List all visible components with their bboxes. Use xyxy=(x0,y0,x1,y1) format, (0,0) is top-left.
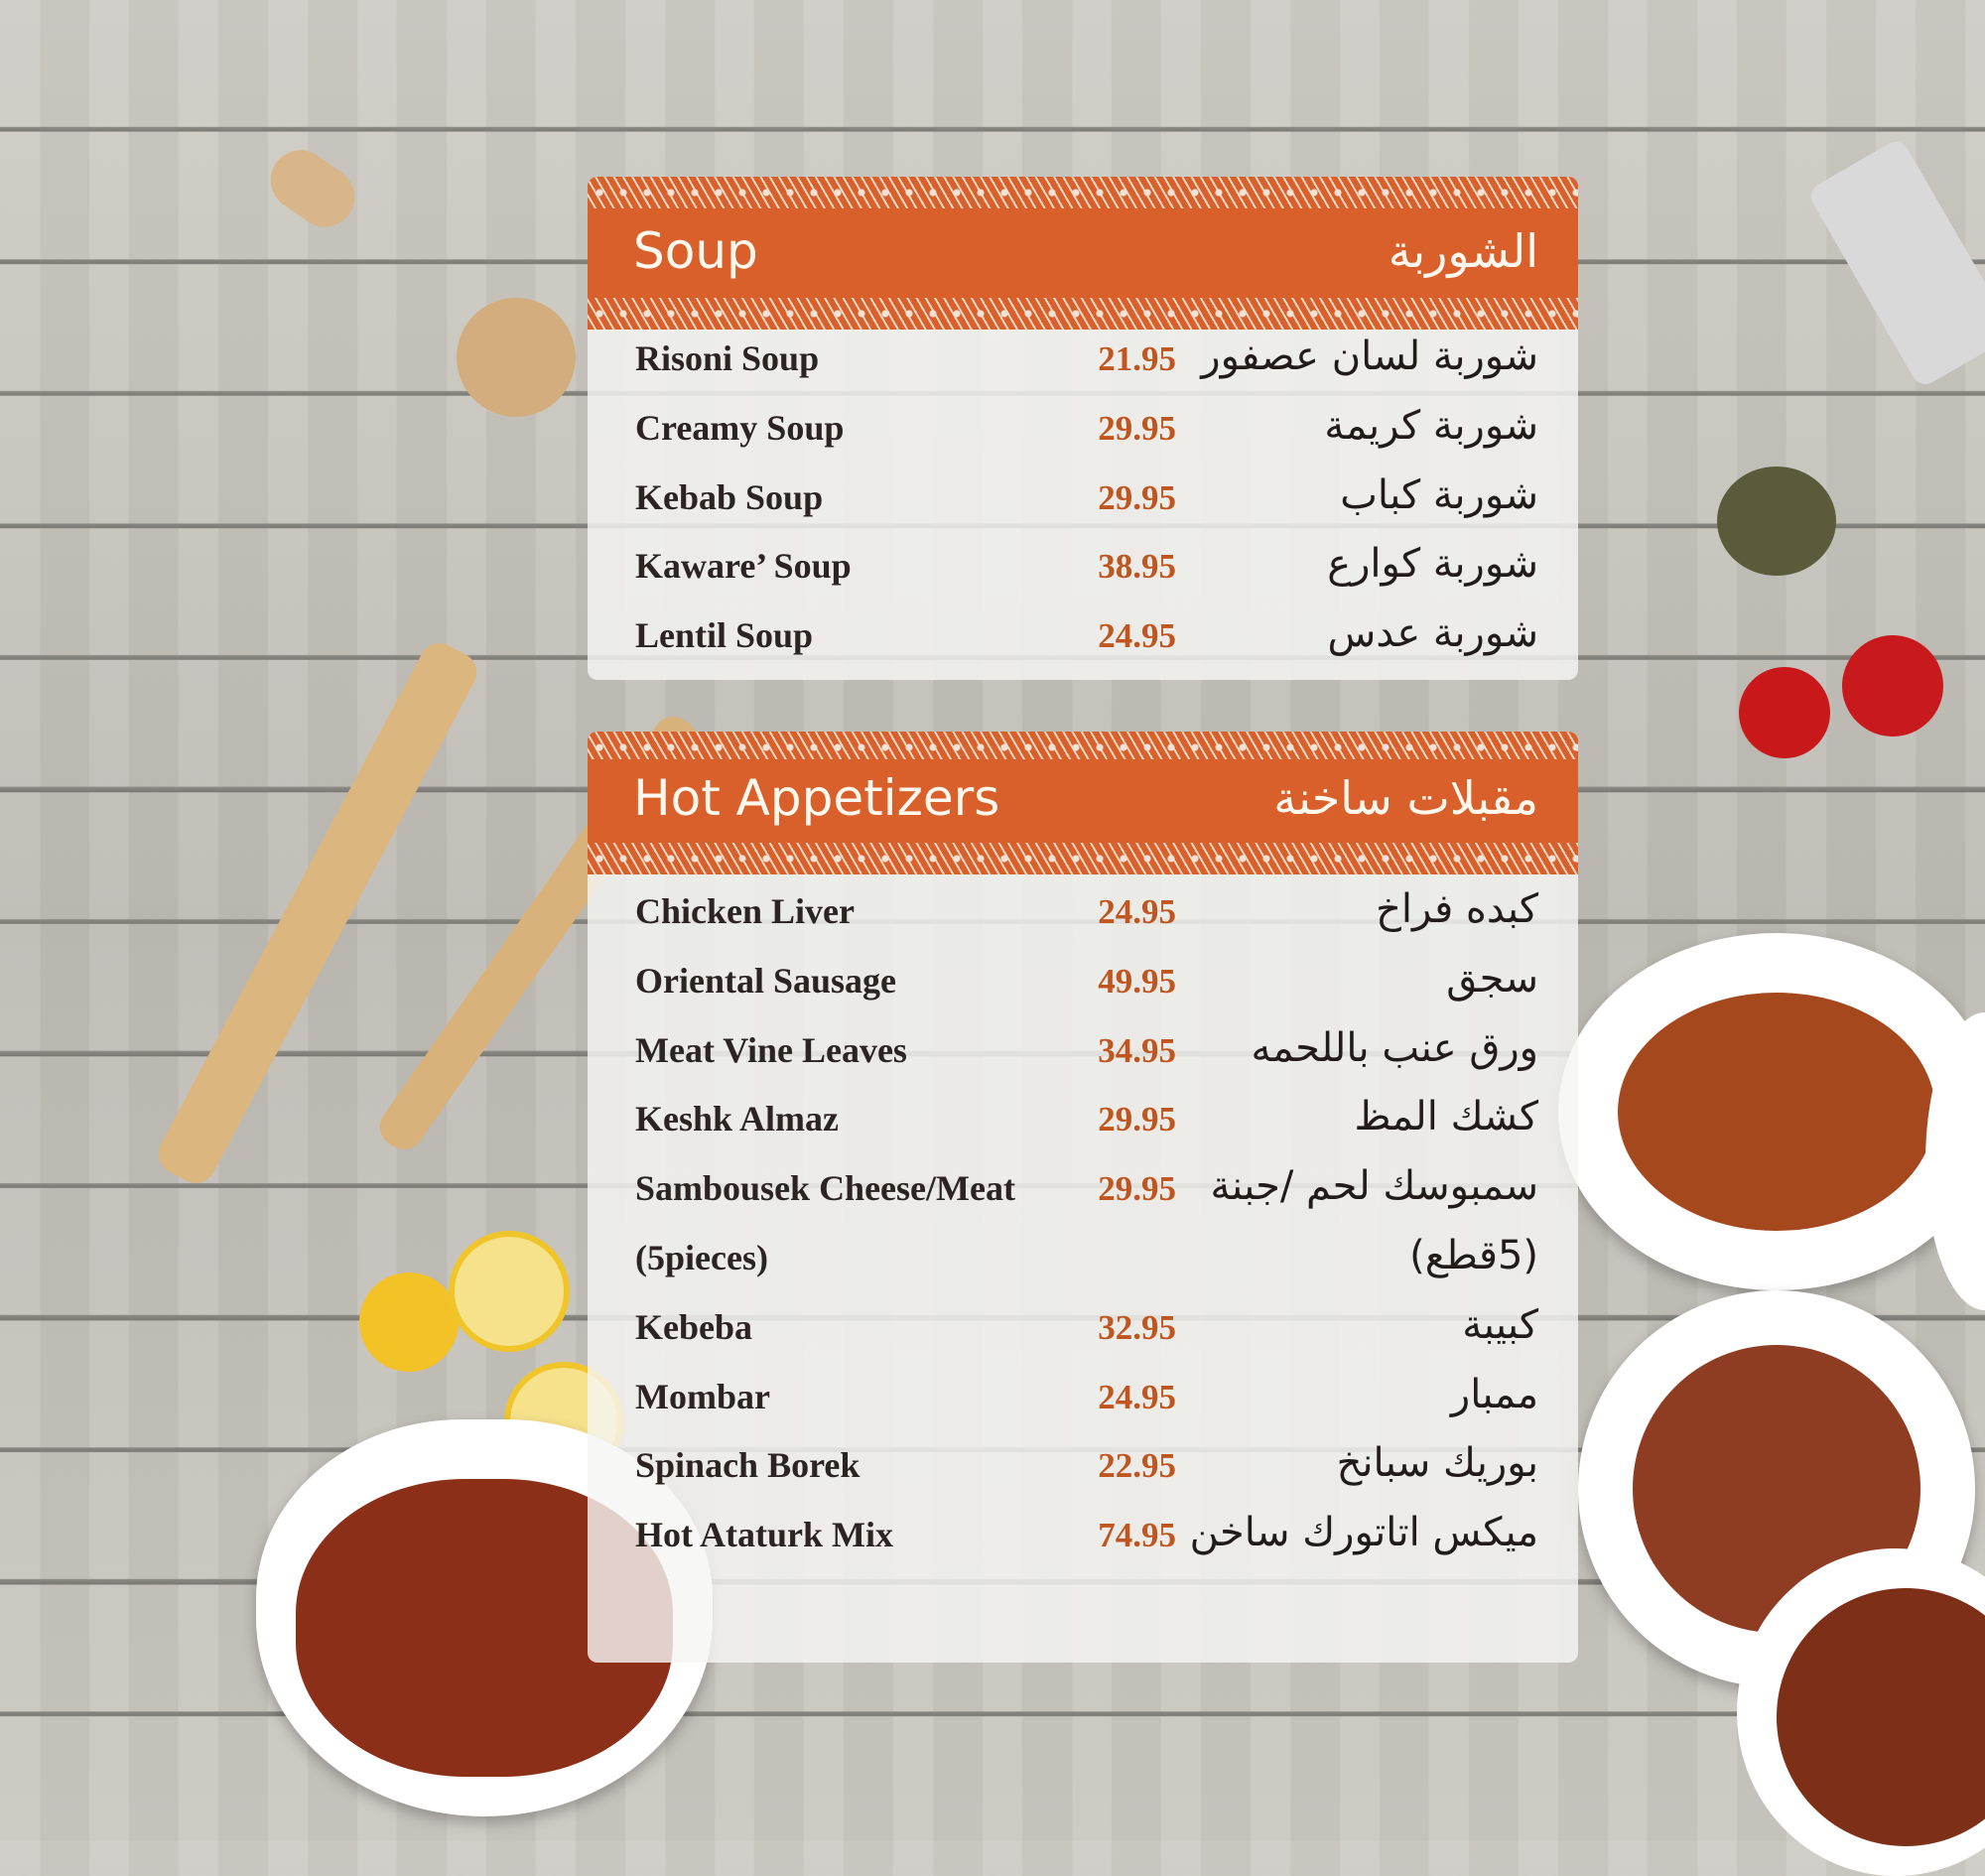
item-price: 32.95 xyxy=(1098,1307,1176,1347)
item-name-arabic: شوربة كباب xyxy=(1340,471,1538,518)
menu-item: Kaware’ Soup 38.95 شوربة كوارع xyxy=(588,537,1578,606)
item-name-arabic: ورق عنب باللحمه xyxy=(1251,1024,1538,1071)
item-name: Kebeba xyxy=(635,1306,753,1347)
item-price: 29.95 xyxy=(1098,477,1176,517)
section-header: Soup الشوربة xyxy=(588,208,1578,298)
item-price: 21.95 xyxy=(1098,339,1176,378)
item-name: Chicken Liver xyxy=(635,891,855,931)
menu-item: (5pieces) (5قطع) xyxy=(588,1229,1578,1298)
item-name-arabic: كبيبة xyxy=(1462,1301,1538,1348)
tomato-icon xyxy=(1842,635,1943,737)
item-name-arabic: ميكس اتاتورك ساخن xyxy=(1189,1510,1538,1556)
item-price: 34.95 xyxy=(1098,1030,1176,1070)
hot-appetizers-section: Hot Appetizers مقبلات ساخنة Chicken Live… xyxy=(588,732,1578,1663)
lemon-icon xyxy=(359,1273,459,1372)
decorative-pattern-top xyxy=(588,177,1578,208)
tomato-icon xyxy=(1739,667,1830,758)
wooden-scoop-icon xyxy=(258,138,367,239)
item-name-arabic: شوربة لسان عصفور xyxy=(1201,334,1538,379)
item-name: Sambousek Cheese/Meat xyxy=(635,1168,1015,1209)
menu-item: Meat Vine Leaves 34.95 ورق عنب باللحمه xyxy=(588,1021,1578,1091)
item-name: Keshk Almaz xyxy=(635,1099,840,1139)
section-title: Soup xyxy=(633,222,758,280)
item-price: 24.95 xyxy=(1098,892,1176,931)
item-price: 38.95 xyxy=(1098,547,1176,587)
menu-item: Spinach Borek 22.95 بوريك سبانخ xyxy=(588,1436,1578,1506)
item-name-arabic: شوربة كوارع xyxy=(1327,541,1538,588)
menu-item: Kebab Soup 29.95 شوربة كباب xyxy=(588,469,1578,538)
item-name: Kebab Soup xyxy=(635,476,824,517)
item-name: Spinach Borek xyxy=(635,1445,860,1486)
item-name-arabic: بوريك سبانخ xyxy=(1336,1440,1538,1487)
item-name-arabic: شوربة كريمة xyxy=(1324,402,1538,449)
kibbeh-dish-icon xyxy=(1558,933,1985,1290)
decorative-pattern-top xyxy=(588,732,1578,763)
item-name: Risoni Soup xyxy=(635,338,820,378)
item-price: 29.95 xyxy=(1098,1100,1176,1139)
menu-item: Sambousek Cheese/Meat 29.95 سمبوسك لحم /جب… xyxy=(588,1159,1578,1229)
section-title-arabic: مقبلات ساخنة xyxy=(1273,771,1538,825)
section-title-arabic: الشوربة xyxy=(1388,224,1538,278)
decorative-pattern-bottom xyxy=(588,843,1578,874)
item-price: 22.95 xyxy=(1098,1446,1176,1486)
wooden-scoop-bowl-icon xyxy=(457,298,576,417)
menu-item: Mombar 24.95 ممبار xyxy=(588,1368,1578,1437)
item-price: 24.95 xyxy=(1098,616,1176,656)
herbs-icon xyxy=(1717,467,1836,576)
item-name-arabic: سجق xyxy=(1446,955,1538,1002)
item-price: 29.95 xyxy=(1098,1169,1176,1209)
menu-item: Lentil Soup 24.95 شوربة عدس xyxy=(588,606,1578,676)
item-name: Mombar xyxy=(635,1376,770,1416)
item-price: 24.95 xyxy=(1098,1377,1176,1416)
item-price: 74.95 xyxy=(1098,1516,1176,1555)
item-name: Meat Vine Leaves xyxy=(635,1029,907,1070)
item-price: 49.95 xyxy=(1098,961,1176,1001)
menu-item: Risoni Soup 21.95 شوربة لسان عصفور xyxy=(588,330,1578,399)
salt-shaker-icon xyxy=(1805,136,1985,390)
section-header: Hot Appetizers مقبلات ساخنة xyxy=(588,759,1578,843)
item-name-arabic: شوربة عدس xyxy=(1327,610,1538,657)
item-name-arabic: (5قطع) xyxy=(1409,1233,1538,1278)
item-name-arabic: ممبار xyxy=(1450,1371,1538,1417)
item-name: Oriental Sausage xyxy=(635,960,897,1001)
decorative-pattern-bottom xyxy=(588,298,1578,330)
item-name-arabic: كبده فراخ xyxy=(1376,886,1538,932)
meat-stew-dish-icon xyxy=(1737,1548,1985,1876)
section-title: Hot Appetizers xyxy=(633,769,1000,827)
soup-section: Soup الشوربة Risoni Soup 21.95 شوربة لسان … xyxy=(588,177,1578,680)
item-name: Creamy Soup xyxy=(635,407,845,448)
item-name-arabic: كشك المظ xyxy=(1354,1094,1538,1140)
menu-item: Chicken Liver 24.95 كبده فراخ xyxy=(588,882,1578,952)
menu-item: Oriental Sausage 49.95 سجق xyxy=(588,952,1578,1021)
item-price: 29.95 xyxy=(1098,408,1176,448)
menu-item: Keshk Almaz 29.95 كشك المظ xyxy=(588,1090,1578,1159)
item-name: Lentil Soup xyxy=(635,615,814,656)
item-name: Hot Ataturk Mix xyxy=(635,1515,893,1555)
item-name-arabic: سمبوسك لحم /جبنة xyxy=(1210,1163,1538,1210)
menu-item: Hot Ataturk Mix 74.95 ميكس اتاتورك ساخن xyxy=(588,1506,1578,1575)
menu-item: Kebeba 32.95 كبيبة xyxy=(588,1298,1578,1368)
lemon-slice-icon xyxy=(449,1231,570,1352)
menu-item: Creamy Soup 29.95 شوربة كريمة xyxy=(588,399,1578,469)
item-name: Kaware’ Soup xyxy=(635,546,852,587)
item-name: (5pieces) xyxy=(635,1238,768,1277)
